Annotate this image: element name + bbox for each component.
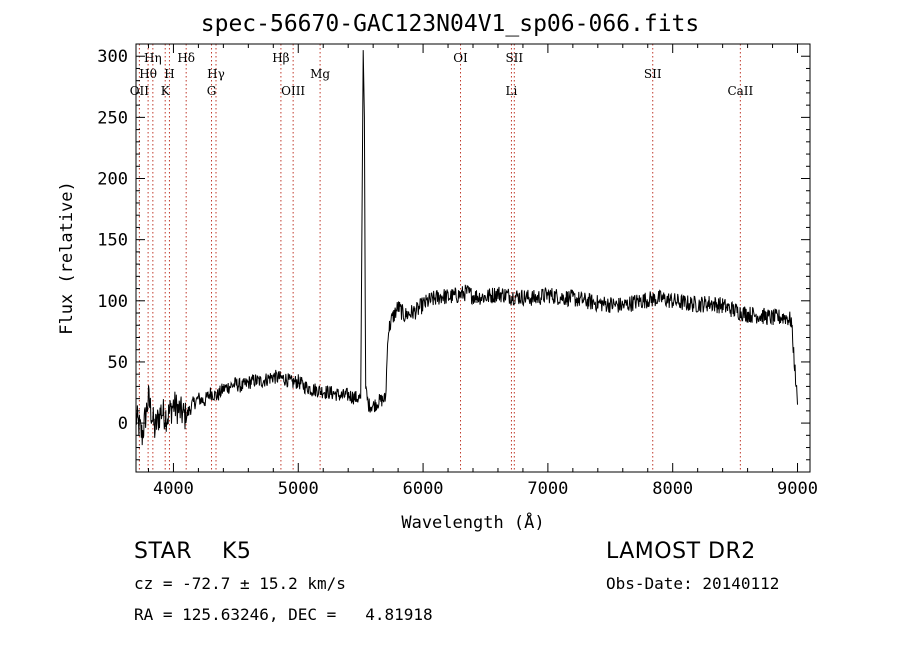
spectral-line-label: OII: [130, 84, 150, 98]
spectral-line-label: Li: [506, 84, 518, 98]
y-tick-label: 100: [97, 292, 128, 312]
y-tick-label: 150: [97, 231, 128, 251]
y-axis-ticks: 0 50 100 150 200 250 300: [97, 43, 810, 461]
x-tick-label: 6000: [403, 479, 444, 499]
spectral-line-label: CaII: [727, 84, 753, 98]
y-tick-label: 50: [108, 353, 128, 373]
observation-date: Obs-Date: 20140112: [606, 574, 780, 593]
spectral-line-label: SII: [644, 67, 662, 81]
spectral-line-label: OI: [453, 51, 468, 65]
y-tick-label: 200: [97, 170, 128, 190]
x-tick-label: 7000: [527, 479, 568, 499]
spectral-line-label: OIII: [281, 84, 305, 98]
x-tick-label: 5000: [278, 479, 319, 499]
x-tick-label: 9000: [777, 479, 818, 499]
y-tick-label: 0: [118, 414, 128, 434]
y-tick-label: 300: [97, 47, 128, 67]
spectral-line-label: Hδ: [177, 51, 195, 65]
spectral-line-label: Hθ: [139, 67, 157, 81]
x-tick-label: 8000: [652, 479, 693, 499]
spectral-line-markers: [138, 44, 741, 472]
spectrum-series-line: [135, 50, 798, 446]
spectral-line-label: K: [161, 84, 171, 98]
redshift-label: cz = -72.7 ± 15.2 km/s: [134, 574, 346, 593]
spectral-line-label: Mg: [310, 67, 330, 81]
spectral-line-label: Hγ: [207, 67, 225, 81]
spectral-line-label: H: [164, 67, 174, 81]
plot-frame: [135, 43, 811, 473]
y-axis-label: Flux (relative): [57, 181, 77, 335]
y-tick-label: 250: [97, 108, 128, 128]
spectral-line-labels: Hη Hθ OII HK Hδ Hγ G Hβ OIII Mg OI SII Li SII CaII: [130, 51, 754, 98]
x-axis-label: Wavelength (Å): [401, 511, 544, 533]
object-class-label: STAR K5: [134, 539, 252, 564]
survey-label: LAMOST DR2: [606, 539, 756, 564]
spectral-line-label: SII: [505, 51, 523, 65]
spectral-line-label: G: [207, 84, 217, 98]
x-tick-label: 4000: [153, 479, 194, 499]
coordinates-label: RA = 125.63246, DEC = 4.81918: [134, 605, 433, 624]
chart-title: spec-56670-GAC123N04V1_sp06-066.fits: [200, 11, 700, 37]
spectral-line-label: Hβ: [272, 51, 289, 65]
spectral-line-label: Hη: [144, 51, 162, 65]
x-axis-ticks: 4000 5000 6000 7000 8000 9000: [147, 44, 818, 499]
